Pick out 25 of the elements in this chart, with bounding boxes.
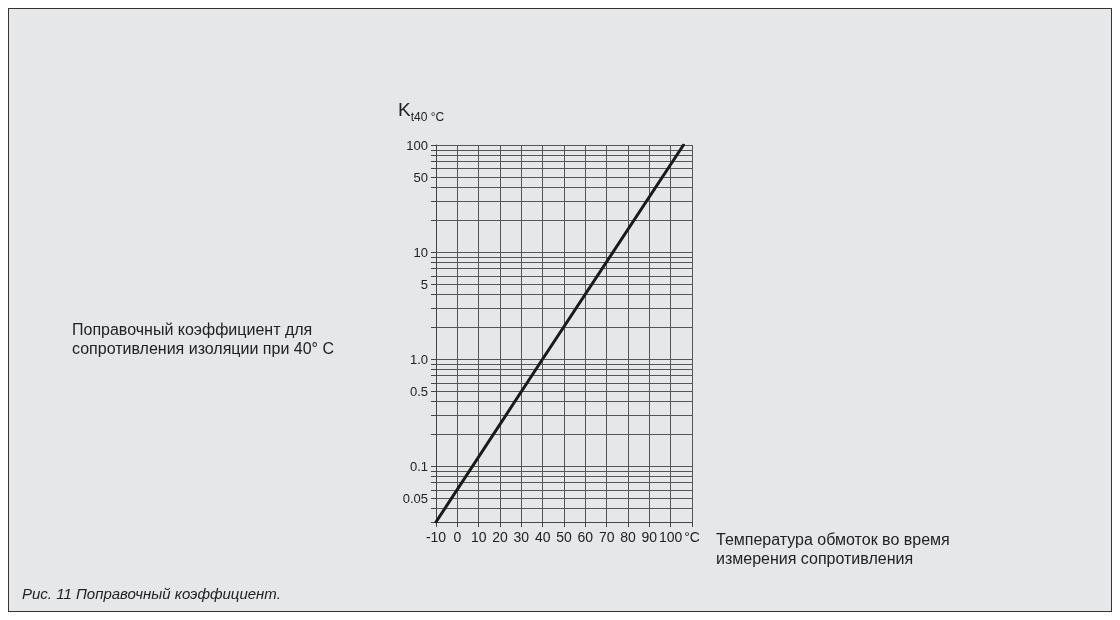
- y-axis-title: K$_{t40 °C}$: [398, 99, 445, 126]
- x-tick-label: 50: [556, 529, 572, 545]
- x-tick-label: 0: [453, 529, 462, 545]
- x-tick-label: 90: [641, 529, 658, 545]
- y-tick-label: 5: [420, 276, 428, 292]
- y-tick-label: 1.0: [409, 351, 428, 367]
- y-tick-label: 0.5: [409, 383, 428, 399]
- x-tick-label: 100: [658, 529, 683, 545]
- y-tick-label: 0.1: [409, 458, 428, 474]
- text: Поправочный коэффициент для сопротивления изоляции при 40° C: [72, 320, 335, 358]
- y-tick-label: 50: [413, 169, 428, 185]
- x-tick-label: -10: [425, 529, 447, 545]
- x-tick-label: 30: [513, 529, 530, 545]
- x-axis-title: Температура обмоток во время измерения сопротивления: [716, 530, 951, 568]
- text: Рис. 11 Поправочный коэффициент.: [22, 584, 281, 603]
- y-tick-label: 0.05: [402, 490, 428, 506]
- x-tick-label: 80: [620, 529, 636, 545]
- x-tick-label: 60: [577, 529, 594, 545]
- x-tick-label: 70: [598, 529, 615, 545]
- x-tick-label: 20: [492, 529, 508, 545]
- x-tick-label: °C: [684, 529, 700, 545]
- x-tick-label: 40: [534, 529, 551, 545]
- y-tick-label: 10: [413, 244, 428, 260]
- y-tick-label: 100: [406, 137, 428, 153]
- x-tick-label: 10: [470, 529, 487, 545]
